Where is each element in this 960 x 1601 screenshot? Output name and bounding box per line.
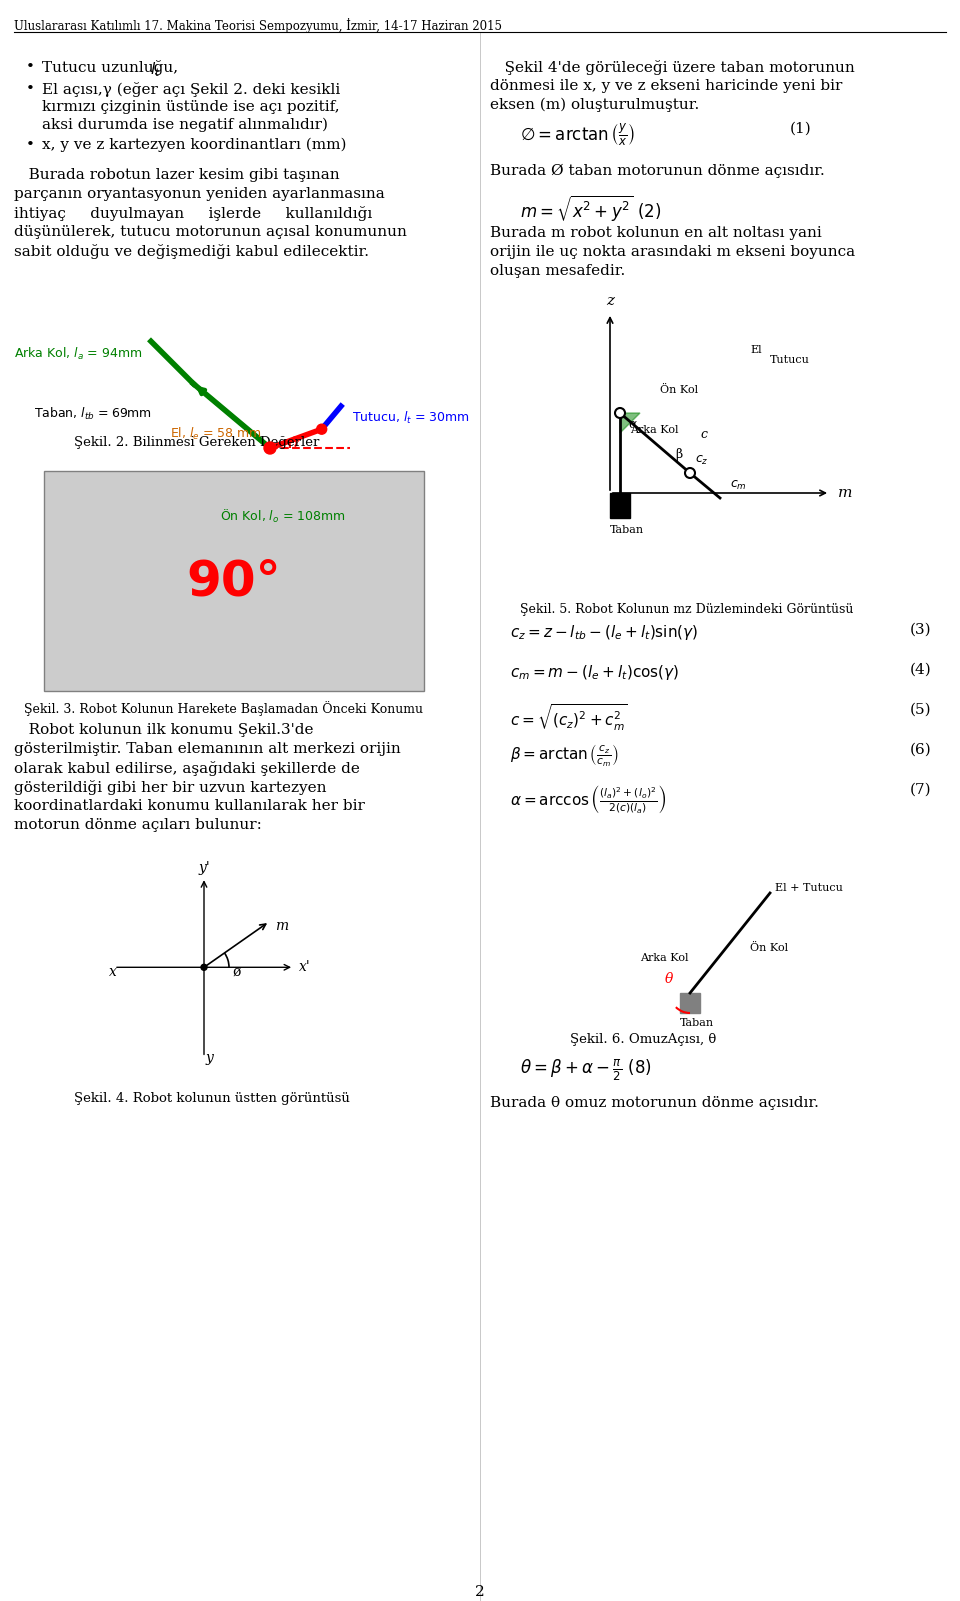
Text: γ: γ — [292, 432, 301, 447]
Bar — [44, 471, 424, 692]
Text: z: z — [606, 295, 614, 307]
Text: parçanın oryantasyonun yeniden ayarlanmasına: parçanın oryantasyonun yeniden ayarlanma… — [14, 187, 385, 202]
Text: Burada robotun lazer kesim gibi taşınan: Burada robotun lazer kesim gibi taşınan — [14, 168, 340, 183]
Text: sabit olduğu ve değişmediği kabul edilecektir.: sabit olduğu ve değişmediği kabul edilec… — [14, 243, 369, 259]
Text: 90°: 90° — [186, 557, 281, 605]
Text: x, y ve z kartezyen koordinantları (mm): x, y ve z kartezyen koordinantları (mm) — [42, 138, 347, 152]
Text: Taban, $l_{tb}$ = 69mm: Taban, $l_{tb}$ = 69mm — [34, 407, 152, 423]
Text: Robot kolunun ilk konumu Şekil.3'de: Robot kolunun ilk konumu Şekil.3'de — [14, 724, 314, 738]
Text: olarak kabul edilirse, aşağıdaki şekillerde de: olarak kabul edilirse, aşağıdaki şekille… — [14, 762, 360, 776]
Text: ihtiyaç     duyulmayan     işlerde     kullanıldığı: ihtiyaç duyulmayan işlerde kullanıldığı — [14, 207, 372, 221]
Text: $c = \sqrt{(c_z)^2 + c_m^2}$: $c = \sqrt{(c_z)^2 + c_m^2}$ — [510, 703, 628, 733]
Text: (6): (6) — [910, 743, 932, 757]
Text: düşünülerek, tutucu motorunun açısal konumunun: düşünülerek, tutucu motorunun açısal kon… — [14, 226, 407, 239]
Text: 2: 2 — [475, 1585, 485, 1599]
Text: $c_z$: $c_z$ — [695, 455, 708, 467]
Text: y': y' — [198, 861, 210, 876]
Text: (5): (5) — [910, 703, 931, 717]
Text: Ön Kol: Ön Kol — [660, 384, 698, 395]
Text: m: m — [838, 487, 852, 500]
Text: eksen (m) oluşturulmuştur.: eksen (m) oluşturulmuştur. — [490, 98, 699, 112]
Text: Burada θ omuz motorunun dönme açısıdır.: Burada θ omuz motorunun dönme açısıdır. — [490, 1097, 819, 1109]
Text: c: c — [700, 427, 707, 440]
Bar — [610, 493, 630, 519]
Text: $c_m$: $c_m$ — [730, 479, 747, 492]
Text: $l_t$: $l_t$ — [150, 59, 160, 78]
Text: oluşan mesafedir.: oluşan mesafedir. — [490, 264, 625, 279]
Text: (1): (1) — [790, 122, 812, 136]
Bar — [680, 993, 700, 1013]
Text: Arka Kol, $l_a$ = 94mm: Arka Kol, $l_a$ = 94mm — [14, 346, 143, 362]
Text: •: • — [26, 138, 35, 152]
Text: Burada m robot kolunun en alt noltası yani: Burada m robot kolunun en alt noltası ya… — [490, 226, 822, 240]
Text: •: • — [26, 82, 35, 96]
Text: Şekil. 6. OmuzAçısı, θ: Şekil. 6. OmuzAçısı, θ — [570, 1033, 716, 1045]
Text: (4): (4) — [910, 663, 932, 677]
Text: Şekil. 3. Robot Kolunun Harekete Başlamadan Önceki Konumu: Şekil. 3. Robot Kolunun Harekete Başlama… — [24, 701, 423, 716]
Circle shape — [264, 442, 276, 455]
Text: $\emptyset = \arctan\left(\frac{y}{x}\right)$: $\emptyset = \arctan\left(\frac{y}{x}\ri… — [520, 122, 636, 147]
Circle shape — [615, 408, 625, 418]
Text: Ön Kol: Ön Kol — [750, 943, 788, 953]
Text: gösterildiği gibi her bir uzvun kartezyen: gösterildiği gibi her bir uzvun kartezye… — [14, 780, 326, 796]
Text: Şekil. 2. Bilinmesi Gereken Değerler: Şekil. 2. Bilinmesi Gereken Değerler — [74, 437, 320, 450]
Text: Şekil. 4. Robot kolunun üstten görüntüsü: Şekil. 4. Robot kolunun üstten görüntüsü — [74, 1092, 349, 1105]
Text: El açısı,γ (eğer açı Şekil 2. deki kesikli: El açısı,γ (eğer açı Şekil 2. deki kesik… — [42, 82, 340, 98]
Text: El: El — [750, 344, 761, 355]
Text: $m = \sqrt{x^2 + y^2}$ (2): $m = \sqrt{x^2 + y^2}$ (2) — [520, 194, 661, 224]
Text: (7): (7) — [910, 783, 931, 797]
Text: Tutucu uzunluğu,: Tutucu uzunluğu, — [42, 59, 183, 75]
Text: α: α — [628, 418, 636, 431]
Text: m: m — [275, 919, 288, 933]
Text: y: y — [205, 1052, 213, 1065]
Text: $\theta = \beta + \alpha - \frac{\pi}{2}$ (8): $\theta = \beta + \alpha - \frac{\pi}{2}… — [520, 1058, 652, 1084]
Text: motorun dönme açıları bulunur:: motorun dönme açıları bulunur: — [14, 818, 262, 833]
Text: $c_z = z - l_{tb} - (l_e + l_t)\sin(\gamma)$: $c_z = z - l_{tb} - (l_e + l_t)\sin(\gam… — [510, 623, 698, 642]
Text: gösterilmiştir. Taban elemanının alt merkezi orijin: gösterilmiştir. Taban elemanının alt mer… — [14, 743, 400, 756]
Text: aksi durumda ise negatif alınmalıdır): aksi durumda ise negatif alınmalıdır) — [42, 118, 328, 133]
Text: •: • — [26, 59, 35, 74]
Text: Şekil 4'de görüleceği üzere taban motorunun: Şekil 4'de görüleceği üzere taban motoru… — [490, 59, 854, 75]
Polygon shape — [620, 413, 640, 432]
Text: kırmızı çizginin üstünde ise açı pozitif,: kırmızı çizginin üstünde ise açı pozitif… — [42, 99, 340, 114]
Text: Ön Kol, $l_o$ = 108mm: Ön Kol, $l_o$ = 108mm — [220, 508, 346, 525]
Text: $\beta = \arctan\left(\frac{c_z}{c_m}\right)$: $\beta = \arctan\left(\frac{c_z}{c_m}\ri… — [510, 743, 619, 768]
Text: koordinatlardaki konumu kullanılarak her bir: koordinatlardaki konumu kullanılarak her… — [14, 799, 365, 813]
Text: El, $l_e$ = 58 mm: El, $l_e$ = 58 mm — [170, 426, 262, 442]
Text: β: β — [675, 448, 683, 461]
Text: Şekil. 5. Robot Kolunun mz Düzlemindeki Görüntüsü: Şekil. 5. Robot Kolunun mz Düzlemindeki … — [520, 604, 853, 616]
Circle shape — [317, 424, 326, 434]
Text: orijin ile uç nokta arasındaki m ekseni boyunca: orijin ile uç nokta arasındaki m ekseni … — [490, 245, 855, 259]
Text: Taban: Taban — [680, 1018, 714, 1028]
Text: θ: θ — [665, 972, 673, 986]
Circle shape — [201, 964, 207, 970]
Text: (3): (3) — [910, 623, 931, 637]
Text: x: x — [109, 965, 117, 980]
Text: Burada Ø taban motorunun dönme açısıdır.: Burada Ø taban motorunun dönme açısıdır. — [490, 163, 825, 178]
Text: dönmesi ile x, y ve z ekseni haricinde yeni bir: dönmesi ile x, y ve z ekseni haricinde y… — [490, 78, 842, 93]
Circle shape — [685, 467, 695, 479]
Text: ø: ø — [232, 964, 240, 978]
Text: $\alpha = \arccos\left(\frac{(l_a)^2 + (l_o)^2}{2(c)(l_a)}\right)$: $\alpha = \arccos\left(\frac{(l_a)^2 + (… — [510, 783, 666, 815]
Text: Taban: Taban — [610, 525, 644, 535]
Text: x': x' — [299, 961, 311, 975]
Text: Uluslararası Katılımlı 17. Makina Teorisi Sempozyumu, İzmir, 14-17 Haziran 2015: Uluslararası Katılımlı 17. Makina Teoris… — [14, 18, 502, 34]
Text: Tutucu: Tutucu — [770, 355, 810, 365]
Text: Arka Kol: Arka Kol — [630, 424, 679, 435]
Text: Tutucu, $l_t$ = 30mm: Tutucu, $l_t$ = 30mm — [352, 410, 470, 426]
Text: $c_m = m - (l_e + l_t)\cos(\gamma)$: $c_m = m - (l_e + l_t)\cos(\gamma)$ — [510, 663, 680, 682]
Text: El + Tutucu: El + Tutucu — [775, 884, 843, 893]
Text: Arka Kol: Arka Kol — [640, 953, 688, 962]
